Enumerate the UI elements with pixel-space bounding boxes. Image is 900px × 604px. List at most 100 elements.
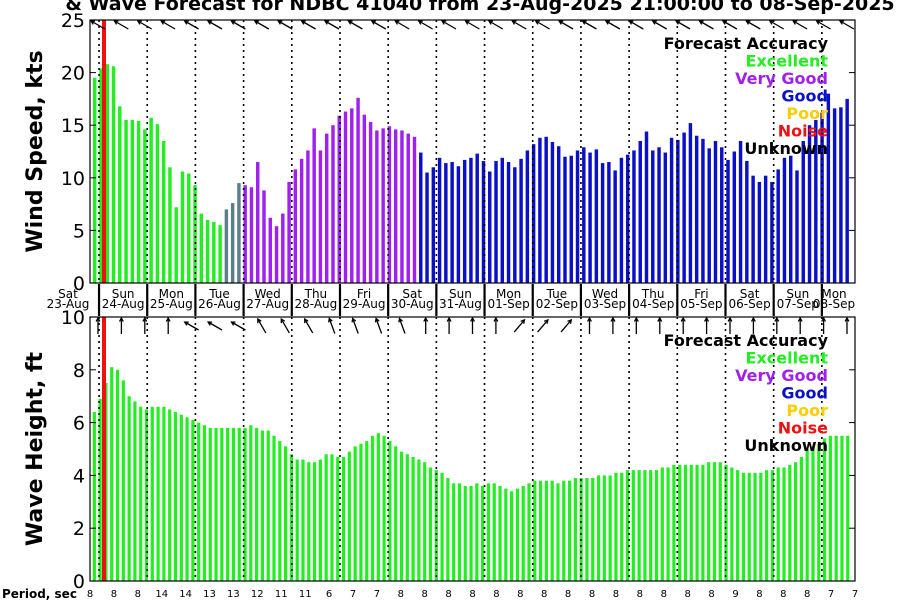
wind-direction-arrow [581,20,597,30]
wind-y-axis-label: Wind Speed, kts [23,50,48,252]
wind-bar [161,140,166,283]
wave-bar [301,459,305,581]
period-value: 8 [780,589,786,600]
wave-bar [469,485,473,581]
wind-bar [594,149,599,283]
wave-bar [747,472,751,581]
period-axis-label: Period, sec [2,587,77,600]
wind-bar [268,217,272,283]
wind-y-tick-label: 15 [61,115,85,137]
wind-bar [299,158,304,283]
wave-bar [359,443,363,581]
wave-direction-arrow [423,316,429,334]
legend-title: Forecast Accuracy [664,34,829,53]
wind-bar [462,159,467,283]
wave-direction-arrow [587,316,592,334]
wind-bar [701,138,705,283]
day-date-label: 28-Aug [294,297,337,311]
wave-bar [133,401,137,581]
wave-direction-arrow [374,317,383,334]
wave-bar [156,406,160,581]
wave-bar [382,435,386,581]
wave-bar [794,462,798,581]
wind-bar [105,64,109,284]
wave-bar [730,467,734,581]
wave-bar [515,488,520,581]
legend-entry: Unknown [744,139,828,158]
period-value: 7 [350,589,356,600]
wave-bar [423,462,427,581]
wind-direction-arrow [604,20,621,30]
wave-bar [411,456,415,581]
wind-bar [801,140,805,283]
day-name-label: Sun [786,287,809,301]
wave-bar [92,412,96,581]
wind-bar [506,162,511,283]
period-value: 8 [541,589,547,600]
wind-bar [550,142,555,283]
wind-bar [832,108,837,284]
wave-bar [608,475,612,581]
wind-bar [638,140,642,283]
wind-bar [619,157,624,283]
wind-bar [368,122,373,283]
wind-bar [431,167,436,283]
wind-bar [118,106,122,283]
wave-bar [718,462,722,581]
wind-bar [256,162,260,283]
wave-bar [144,409,149,581]
wave-direction-arrow [470,316,475,334]
wave-y-tick-label: 4 [73,465,85,487]
wave-direction-arrow [797,316,803,334]
wind-bar [419,152,423,283]
wind-bar [393,129,398,283]
wave-bar [492,483,496,581]
day-date-label: 07-Sep [777,297,819,311]
wave-bar [596,475,601,581]
wind-bar [187,173,191,283]
wind-bar [575,150,580,283]
wind-bar [544,136,548,283]
wind-direction-arrow [745,20,761,30]
wave-bar [347,451,351,581]
period-value: 11 [275,589,288,600]
wind-bar [143,129,147,283]
wind-bar [738,140,743,283]
wind-bar [488,171,492,283]
day-name-label: Wed [592,287,618,301]
wave-bar [388,441,392,581]
period-value: 11 [299,589,312,600]
wave-direction-arrow [328,317,336,334]
wave-bar [782,467,786,581]
wave-bar [179,414,183,581]
wave-direction-arrow [280,317,290,334]
legend-title: Forecast Accuracy [664,331,829,350]
period-value: 8 [111,589,117,600]
wind-bar [149,117,153,283]
day-date-label: 27-Aug [246,297,289,311]
day-name-label: Mon [496,287,521,301]
wave-direction-arrow [118,316,124,334]
wave-bar [602,475,606,581]
wave-direction-arrow [206,321,223,331]
wind-bar [243,185,247,283]
wind-bar [500,157,505,283]
wind-y-tick-label: 5 [73,220,85,242]
wave-bar [539,480,543,581]
wind-bar [199,213,204,283]
wave-direction-arrow [560,318,573,333]
day-date-label: 02-Sep [536,297,578,311]
day-date-label: 06-Sep [728,297,770,311]
wind-direction-arrow [768,20,785,30]
wind-bar [707,148,711,283]
day-name-label: Mon [159,287,184,301]
period-value: 8 [589,589,595,600]
wave-bar [753,472,757,581]
wind-bar [814,119,818,283]
wave-bar [139,406,143,581]
wind-bar [569,155,573,283]
wind-bar [450,162,454,283]
legend-entry: Poor [786,104,828,123]
